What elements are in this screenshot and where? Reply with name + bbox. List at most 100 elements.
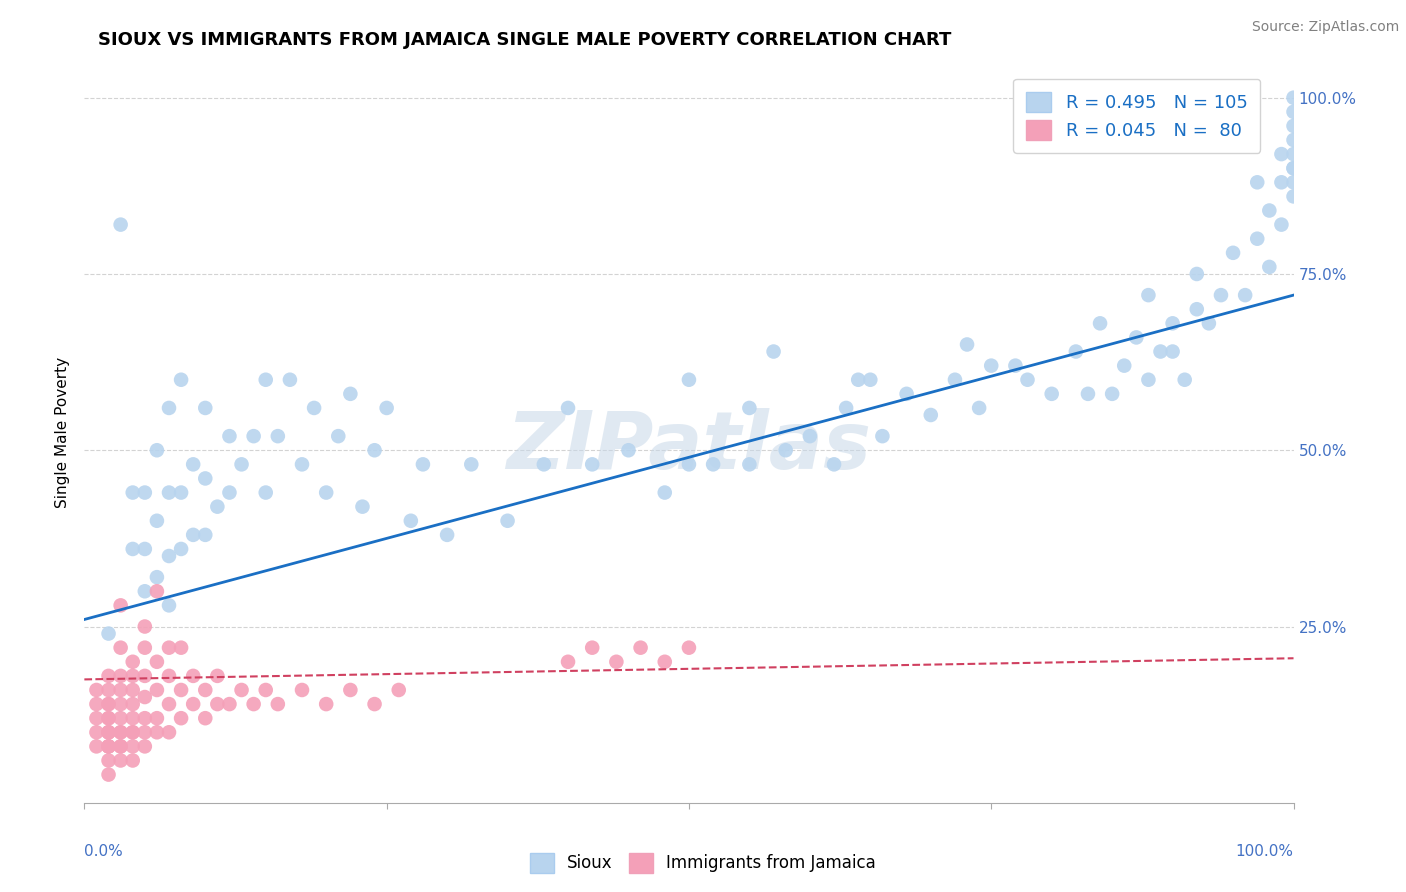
Point: [170, 640, 193, 655]
Point: [157, 725, 180, 739]
Point: [1282, 104, 1305, 119]
Point: [110, 683, 132, 698]
Point: [86, 711, 108, 725]
Point: [1282, 189, 1305, 203]
Point: [110, 739, 132, 754]
Point: [557, 655, 579, 669]
Point: [134, 739, 156, 754]
Point: [980, 359, 1002, 373]
Point: [1198, 316, 1220, 330]
Point: [97, 683, 120, 698]
Point: [762, 344, 785, 359]
Point: [1282, 147, 1305, 161]
Point: [146, 683, 169, 698]
Point: [181, 669, 204, 683]
Point: [920, 408, 942, 422]
Point: [170, 711, 193, 725]
Point: [231, 458, 253, 472]
Point: [194, 683, 217, 698]
Point: [231, 683, 253, 698]
Point: [799, 429, 821, 443]
Point: [157, 485, 180, 500]
Point: [86, 725, 108, 739]
Text: 0.0%: 0.0%: [84, 844, 124, 858]
Point: [218, 485, 240, 500]
Point: [581, 640, 603, 655]
Point: [121, 725, 143, 739]
Point: [181, 528, 204, 542]
Point: [1222, 245, 1244, 260]
Point: [146, 514, 169, 528]
Point: [315, 697, 337, 711]
Point: [943, 373, 966, 387]
Point: [496, 514, 519, 528]
Legend: R = 0.495   N = 105, R = 0.045   N =  80: R = 0.495 N = 105, R = 0.045 N = 80: [1014, 78, 1260, 153]
Point: [121, 725, 143, 739]
Point: [194, 401, 217, 415]
Point: [121, 669, 143, 683]
Point: [181, 697, 204, 711]
Point: [86, 683, 108, 698]
Point: [1258, 203, 1281, 218]
Point: [267, 429, 290, 443]
Point: [1270, 175, 1292, 189]
Point: [1137, 288, 1160, 302]
Point: [157, 549, 180, 563]
Text: SIOUX VS IMMIGRANTS FROM JAMAICA SINGLE MALE POVERTY CORRELATION CHART: SIOUX VS IMMIGRANTS FROM JAMAICA SINGLE …: [98, 31, 952, 49]
Point: [207, 669, 229, 683]
Point: [170, 373, 193, 387]
Point: [97, 711, 120, 725]
Point: [254, 683, 277, 698]
Point: [1234, 288, 1257, 302]
Point: [1064, 344, 1087, 359]
Point: [291, 458, 314, 472]
Point: [1282, 133, 1305, 147]
Point: [86, 739, 108, 754]
Point: [302, 401, 325, 415]
Point: [146, 725, 169, 739]
Point: [110, 218, 132, 232]
Point: [121, 655, 143, 669]
Point: [1282, 161, 1305, 176]
Point: [97, 739, 120, 754]
Point: [97, 711, 120, 725]
Point: [654, 485, 676, 500]
Point: [654, 655, 676, 669]
Point: [1161, 344, 1184, 359]
Point: [339, 683, 361, 698]
Point: [738, 458, 761, 472]
Point: [702, 458, 724, 472]
Point: [146, 443, 169, 458]
Point: [121, 697, 143, 711]
Point: [412, 458, 434, 472]
Point: [254, 485, 277, 500]
Point: [157, 640, 180, 655]
Point: [1161, 316, 1184, 330]
Point: [1258, 260, 1281, 274]
Point: [254, 373, 277, 387]
Point: [86, 697, 108, 711]
Point: [146, 655, 169, 669]
Point: [896, 387, 918, 401]
Point: [157, 669, 180, 683]
Point: [218, 697, 240, 711]
Point: [207, 500, 229, 514]
Point: [1246, 175, 1268, 189]
Point: [1174, 373, 1197, 387]
Point: [846, 373, 869, 387]
Point: [775, 443, 797, 458]
Point: [194, 471, 217, 485]
Point: [97, 739, 120, 754]
Text: 100.0%: 100.0%: [1236, 844, 1294, 858]
Point: [170, 683, 193, 698]
Point: [242, 697, 264, 711]
Point: [1270, 147, 1292, 161]
Point: [97, 626, 120, 640]
Point: [97, 725, 120, 739]
Point: [436, 528, 458, 542]
Point: [328, 429, 350, 443]
Point: [738, 401, 761, 415]
Point: [1040, 387, 1063, 401]
Point: [134, 619, 156, 633]
Point: [1149, 344, 1171, 359]
